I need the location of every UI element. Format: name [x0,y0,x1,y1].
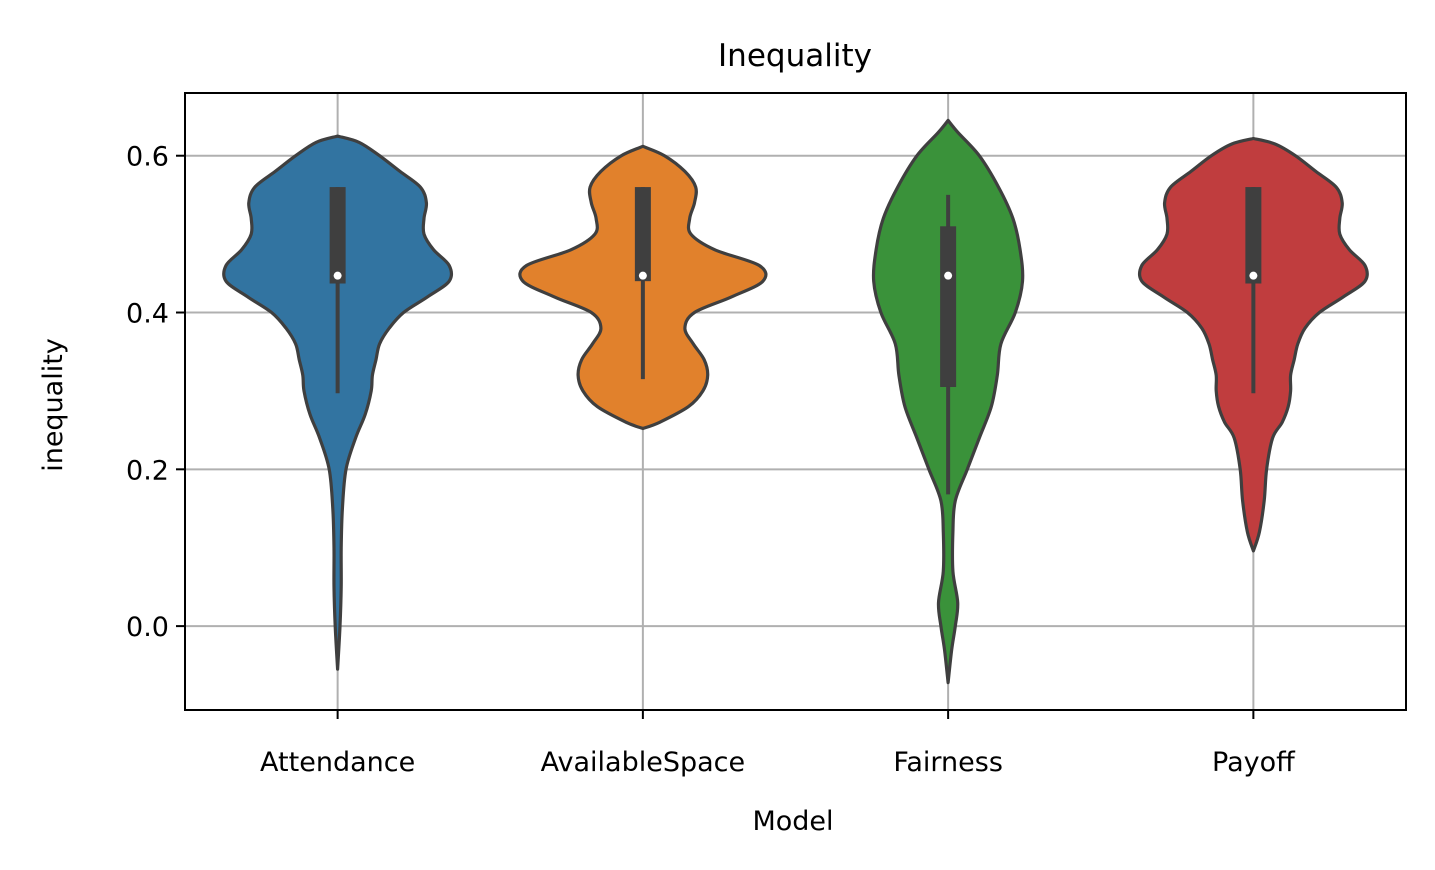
chart-title: Inequality [718,38,872,74]
y-tick-label: 0.0 [126,612,169,643]
box-availablespace [634,187,651,282]
y-tick-label: 0.6 [126,142,169,173]
y-tick-label: 0.2 [126,455,169,486]
box-fairness [940,226,957,387]
median-fairness [944,271,953,280]
x-ticks: Attendance AvailableSpace Fairness Payoff [260,710,1296,778]
box-attendance [329,187,346,284]
boxes [329,187,1262,495]
y-tick-label: 0.4 [126,299,169,330]
y-axis-label: inequality [38,338,69,472]
box-payoff [1245,187,1262,284]
y-ticks: 0.0 0.2 0.4 0.6 [126,142,185,643]
median-payoff [1249,271,1258,280]
median-availablespace [638,271,647,280]
plot-frame [184,92,1407,711]
x-tick-label: Payoff [1212,747,1296,778]
x-tick-label: Attendance [260,747,415,778]
x-axis-label: Model [752,806,833,837]
median-attendance [333,271,342,280]
violin-attendance [222,134,454,671]
x-tick-label: AvailableSpace [541,747,746,778]
x-tick-label: Fairness [893,747,1003,778]
